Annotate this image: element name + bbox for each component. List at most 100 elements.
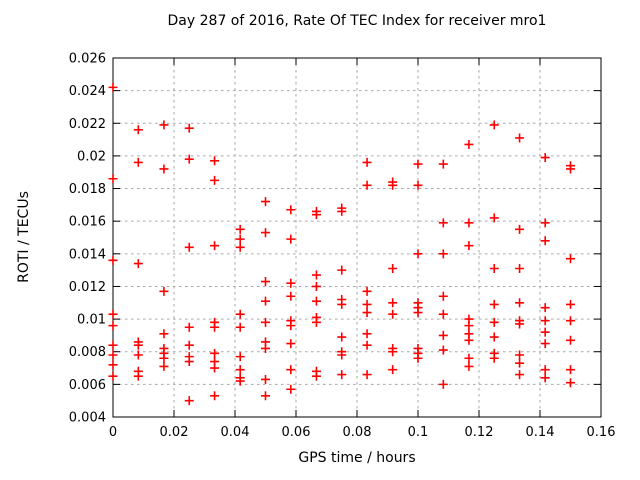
data-point-marker: [261, 374, 270, 384]
data-point-marker: [489, 353, 499, 363]
x-axis-label: GPS time / hours: [298, 450, 416, 466]
data-point-marker: [108, 174, 118, 184]
data-point-marker: [464, 218, 474, 228]
x-tick-label: 0.08: [343, 425, 372, 440]
data-point-marker: [133, 371, 143, 381]
data-point-marker: [540, 303, 550, 313]
data-point-marker: [489, 299, 499, 309]
data-point-marker: [184, 357, 194, 367]
data-point-marker: [108, 82, 118, 92]
data-point-marker: [362, 370, 372, 380]
y-tick-label: 0.01: [77, 313, 106, 328]
data-point-marker: [464, 353, 474, 363]
y-tick-label: 0.016: [69, 215, 106, 230]
x-tick-label: 0.06: [282, 425, 311, 440]
data-point-marker: [540, 316, 550, 326]
data-point-marker: [184, 340, 194, 350]
data-point-marker: [286, 365, 296, 375]
data-point-marker: [184, 396, 194, 406]
data-point-marker: [311, 371, 321, 381]
data-point-marker: [362, 180, 372, 190]
y-tick-label: 0.008: [69, 345, 106, 360]
data-point-marker: [489, 317, 499, 327]
data-point-marker: [337, 370, 347, 380]
data-point-marker: [261, 296, 270, 306]
data-point-marker: [210, 156, 220, 166]
data-point-marker: [210, 363, 220, 373]
y-tick-label: 0.018: [69, 182, 106, 197]
data-point-marker: [286, 278, 296, 288]
data-point-marker: [413, 159, 423, 169]
data-point-marker: [515, 358, 525, 368]
y-tick-label: 0.022: [69, 117, 106, 132]
data-point-marker: [438, 309, 448, 319]
data-point-marker: [515, 370, 525, 380]
data-point-marker: [108, 360, 118, 370]
data-point-marker: [362, 157, 372, 167]
data-point-marker: [159, 286, 169, 296]
data-point-marker: [235, 242, 245, 252]
y-tick-label: 0.024: [69, 84, 106, 99]
chart-title: Day 287 of 2016, Rate Of TEC Index for r…: [167, 13, 547, 29]
data-point-marker: [286, 339, 296, 349]
data-point-marker: [489, 332, 499, 342]
data-point-marker: [210, 322, 220, 332]
data-point-marker: [184, 322, 194, 332]
data-point-marker: [388, 347, 398, 357]
data-point-marker: [566, 254, 575, 264]
data-point-marker: [438, 345, 448, 355]
data-point-marker: [489, 120, 499, 130]
y-tick-label: 0.02: [77, 149, 106, 164]
data-point-marker: [413, 353, 423, 363]
data-point-marker: [108, 340, 118, 350]
data-point-marker: [311, 210, 321, 220]
data-point-marker: [286, 291, 296, 301]
data-point-marker: [438, 291, 448, 301]
data-point-marker: [566, 378, 575, 388]
data-point-marker: [133, 340, 143, 350]
data-point-marker: [489, 213, 499, 223]
data-point-marker: [108, 255, 118, 265]
data-point-marker: [438, 379, 448, 389]
data-point-marker: [133, 259, 143, 269]
data-point-marker: [388, 180, 398, 190]
data-point-marker: [261, 197, 270, 207]
data-point-marker: [464, 361, 474, 371]
data-point-marker: [515, 298, 525, 308]
data-point-marker: [540, 327, 550, 337]
data-point-marker: [261, 343, 270, 353]
data-point-marker: [464, 335, 474, 345]
data-point-marker: [261, 228, 270, 238]
data-point-marker: [362, 340, 372, 350]
data-point-marker: [540, 153, 550, 163]
y-tick-label: 0.004: [69, 411, 106, 426]
data-point-marker: [210, 241, 220, 251]
data-point-marker: [184, 154, 194, 164]
data-point-marker: [235, 352, 245, 362]
data-point-marker: [311, 270, 321, 280]
data-point-marker: [515, 264, 525, 274]
data-point-marker: [286, 321, 296, 331]
y-tick-label: 0.006: [69, 378, 106, 393]
x-tick-label: 0.14: [526, 425, 555, 440]
data-point-marker: [388, 365, 398, 375]
data-point-marker: [438, 330, 448, 340]
data-point-marker: [540, 218, 550, 228]
data-point-marker: [566, 335, 575, 345]
data-point-marker: [210, 175, 220, 185]
data-point-marker: [159, 361, 169, 371]
data-point-marker: [464, 241, 474, 251]
data-point-marker: [515, 224, 525, 234]
data-point-marker: [311, 281, 321, 291]
data-point-marker: [515, 350, 525, 360]
data-point-marker: [108, 350, 118, 360]
x-tick-label: 0.1: [408, 425, 429, 440]
data-point-marker: [540, 339, 550, 349]
data-point-marker: [159, 329, 169, 339]
data-point-marker: [337, 332, 347, 342]
data-point-marker: [540, 365, 550, 375]
data-point-marker: [337, 265, 347, 275]
data-point-marker: [566, 365, 575, 375]
